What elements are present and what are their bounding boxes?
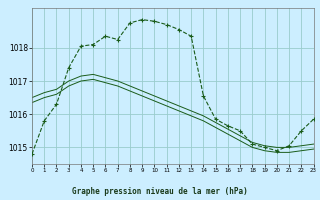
Text: Graphe pression niveau de la mer (hPa): Graphe pression niveau de la mer (hPa) (72, 187, 248, 196)
